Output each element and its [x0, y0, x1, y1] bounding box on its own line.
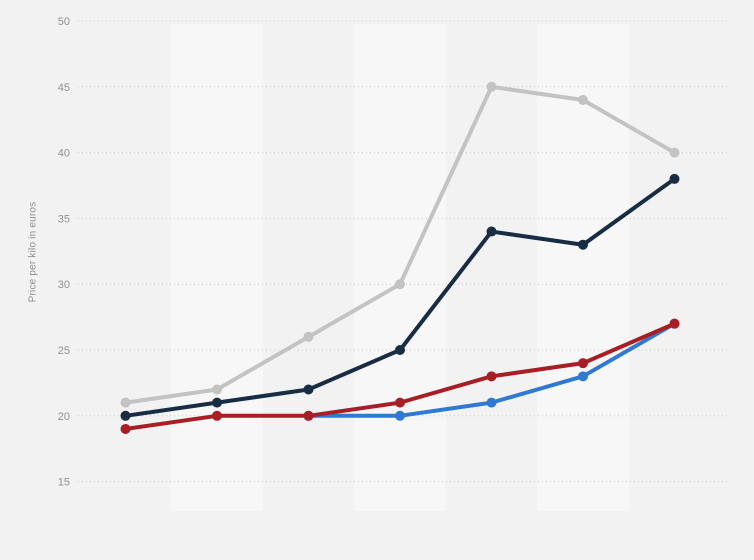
light-gray-series-marker[interactable] [395, 279, 405, 290]
y-tick-label: 15 [58, 477, 70, 489]
y-tick-label: 35 [58, 213, 70, 225]
y-tick-label: 30 [58, 279, 70, 291]
y-tick-label: 25 [58, 345, 70, 357]
plot-band [171, 24, 263, 511]
plot-band [354, 24, 446, 511]
light-blue-series-marker[interactable] [578, 371, 588, 382]
light-blue-series-marker[interactable] [395, 410, 405, 421]
dark-red-series-marker[interactable] [395, 397, 405, 408]
light-gray-series-marker[interactable] [486, 81, 497, 92]
dark-blue-series-marker[interactable] [303, 384, 314, 395]
dark-blue-series-marker[interactable] [486, 226, 497, 237]
light-gray-series-marker[interactable] [578, 94, 588, 105]
dark-red-series-marker[interactable] [486, 371, 497, 382]
dark-blue-series-marker[interactable] [212, 397, 222, 408]
light-gray-series [120, 81, 680, 408]
plot-band [537, 24, 629, 511]
light-blue-series-marker[interactable] [486, 397, 497, 408]
y-tick-label: 50 [58, 16, 70, 28]
light-gray-series-marker[interactable] [303, 331, 314, 342]
dark-blue-series-marker[interactable] [120, 410, 131, 421]
y-axis-title: Price per kilo in euros [27, 201, 39, 303]
light-blue-series [303, 318, 680, 421]
dark-blue-series [120, 173, 680, 421]
dark-red-series-marker[interactable] [120, 423, 131, 434]
dark-red-series-marker[interactable] [212, 410, 222, 421]
y-tick-label: 45 [58, 82, 70, 94]
dark-red-series-marker[interactable] [578, 358, 588, 369]
dark-blue-series-marker[interactable] [578, 239, 588, 250]
dark-red-series [120, 318, 680, 434]
light-gray-series-marker[interactable] [120, 397, 131, 408]
dark-blue-series-marker[interactable] [669, 173, 680, 184]
dark-red-series-marker[interactable] [303, 410, 314, 421]
light-gray-series-marker[interactable] [212, 384, 222, 395]
y-tick-label: 40 [58, 148, 70, 160]
y-tick-label: 20 [58, 411, 70, 423]
light-gray-series-marker[interactable] [669, 147, 680, 158]
dark-blue-series-marker[interactable] [395, 345, 405, 355]
dark-red-series-marker[interactable] [669, 318, 680, 329]
